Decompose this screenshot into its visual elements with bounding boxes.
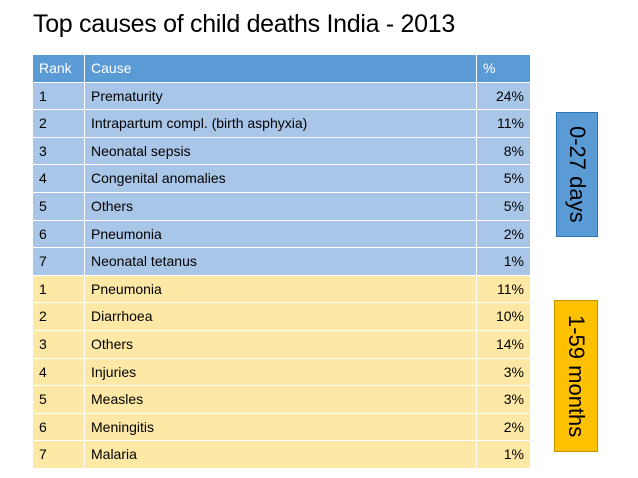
percent-cell: 5% — [477, 193, 531, 221]
age-group-label: 0-27 days — [556, 112, 598, 237]
cause-cell: Diarrhoea — [85, 303, 477, 331]
rank-cell: 5 — [33, 193, 85, 221]
percent-cell: 24% — [477, 82, 531, 111]
percent-cell: 10% — [477, 303, 531, 331]
rank-cell: 7 — [33, 441, 85, 469]
percent-cell: 11% — [477, 275, 531, 304]
age-group-label: 1-59 months — [554, 300, 598, 452]
percent-cell: 1% — [477, 441, 531, 469]
cause-cell: Neonatal sepsis — [85, 137, 477, 166]
cause-cell: Meningitis — [85, 413, 477, 442]
percent-cell: 3% — [477, 358, 531, 387]
cause-cell: Congenital anomalies — [85, 165, 477, 193]
rank-cell: 3 — [33, 331, 85, 359]
percent-cell: 1% — [477, 248, 531, 276]
header-cell: Rank — [33, 55, 85, 83]
percent-cell: 11% — [477, 110, 531, 138]
rank-cell: 5 — [33, 386, 85, 414]
rank-cell: 1 — [33, 275, 85, 304]
rank-cell: 6 — [33, 220, 85, 249]
rank-cell: 2 — [33, 303, 85, 331]
slide-title: Top causes of child deaths India - 2013 — [33, 10, 455, 38]
cause-cell: Others — [85, 193, 477, 221]
cause-cell: Injuries — [85, 358, 477, 387]
percent-cell: 2% — [477, 220, 531, 249]
cause-cell: Pneumonia — [85, 220, 477, 249]
percent-cell: 14% — [477, 331, 531, 359]
cause-cell: Intrapartum compl. (birth asphyxia) — [85, 110, 477, 138]
percent-cell: 2% — [477, 413, 531, 442]
cause-cell: Neonatal tetanus — [85, 248, 477, 276]
cause-cell: Measles — [85, 386, 477, 414]
rank-cell: 6 — [33, 413, 85, 442]
rank-cell: 3 — [33, 137, 85, 166]
rank-cell: 4 — [33, 165, 85, 193]
header-cell: % — [477, 55, 531, 83]
rank-cell: 7 — [33, 248, 85, 276]
cause-cell: Prematurity — [85, 82, 477, 111]
cause-cell: Others — [85, 331, 477, 359]
cause-cell: Malaria — [85, 441, 477, 469]
header-cell: Cause — [85, 55, 477, 83]
rank-cell: 4 — [33, 358, 85, 387]
percent-cell: 8% — [477, 137, 531, 166]
rank-cell: 1 — [33, 82, 85, 111]
percent-cell: 5% — [477, 165, 531, 193]
cause-cell: Pneumonia — [85, 275, 477, 304]
percent-cell: 3% — [477, 386, 531, 414]
rank-cell: 2 — [33, 110, 85, 138]
